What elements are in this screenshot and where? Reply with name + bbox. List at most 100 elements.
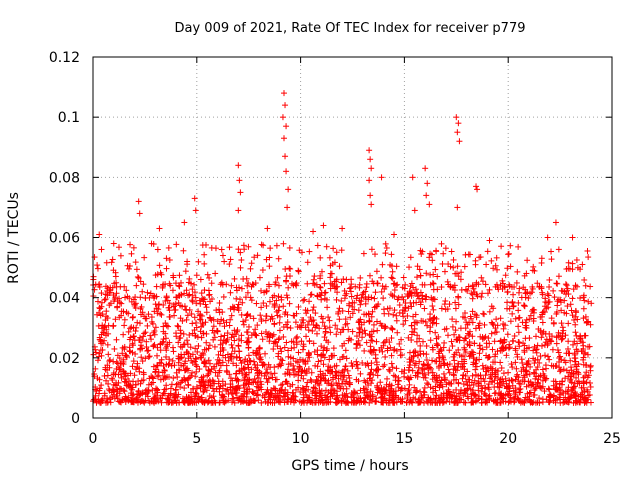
data-point	[127, 325, 134, 332]
data-point	[165, 323, 172, 330]
data-point	[585, 372, 592, 379]
data-point	[485, 335, 492, 342]
data-point	[103, 259, 110, 266]
data-point-outlier	[544, 234, 551, 241]
data-point	[486, 286, 493, 293]
data-point	[129, 363, 136, 370]
data-point	[485, 386, 492, 393]
data-point	[348, 360, 355, 367]
data-point	[459, 375, 466, 382]
data-point	[438, 284, 445, 291]
data-point	[553, 309, 560, 316]
data-point	[580, 379, 587, 386]
data-point	[303, 333, 310, 340]
data-point	[295, 377, 302, 384]
data-point	[519, 359, 526, 366]
data-point	[522, 294, 529, 301]
data-point	[509, 364, 516, 371]
data-point	[367, 388, 374, 395]
data-point	[91, 254, 98, 261]
data-point	[581, 332, 588, 339]
data-point	[327, 270, 334, 277]
data-point	[104, 372, 111, 379]
data-point	[333, 331, 340, 338]
data-point	[253, 300, 260, 307]
data-point	[377, 379, 384, 386]
data-point	[336, 305, 343, 312]
data-point	[139, 288, 146, 295]
data-point	[530, 347, 537, 354]
data-point	[390, 388, 397, 395]
data-point	[306, 318, 313, 325]
data-point	[183, 287, 190, 294]
data-point	[426, 254, 433, 261]
data-point	[541, 352, 548, 359]
data-point	[330, 345, 337, 352]
data-point	[587, 379, 594, 386]
data-point	[151, 308, 158, 315]
data-point	[373, 361, 380, 368]
data-point	[288, 345, 295, 352]
data-point	[130, 244, 137, 251]
data-point	[125, 265, 132, 272]
data-point	[176, 283, 183, 290]
data-point	[240, 318, 247, 325]
data-point	[565, 338, 572, 345]
data-point	[133, 282, 140, 289]
data-point	[142, 294, 149, 301]
data-point-outlier	[455, 120, 462, 127]
data-point	[373, 338, 380, 345]
data-point	[388, 360, 395, 367]
data-point	[264, 333, 271, 340]
data-point	[446, 347, 453, 354]
data-point	[245, 369, 252, 376]
data-point	[434, 342, 441, 349]
data-point	[242, 317, 249, 324]
data-point-outlier	[453, 114, 460, 121]
data-point	[421, 384, 428, 391]
data-point	[481, 321, 488, 328]
data-point	[384, 375, 391, 382]
data-point	[94, 265, 101, 272]
data-point	[198, 334, 205, 341]
data-point	[462, 286, 469, 293]
data-point	[383, 244, 390, 251]
data-point	[192, 345, 199, 352]
data-point	[580, 342, 587, 349]
data-point	[197, 300, 204, 307]
data-point	[333, 362, 340, 369]
data-point	[504, 305, 511, 312]
data-point	[554, 280, 561, 287]
data-point	[374, 372, 381, 379]
data-point	[259, 267, 266, 274]
data-point	[587, 283, 594, 290]
data-point	[505, 369, 512, 376]
data-point	[141, 330, 148, 337]
data-point-outlier	[156, 225, 163, 232]
data-point	[290, 367, 297, 374]
data-point	[248, 297, 255, 304]
data-point	[569, 312, 576, 319]
data-point	[400, 321, 407, 328]
data-point	[407, 254, 414, 261]
data-point	[520, 302, 527, 309]
data-point	[450, 264, 457, 271]
data-point	[582, 282, 589, 289]
data-point	[449, 316, 456, 323]
data-point	[461, 263, 468, 270]
data-point	[464, 368, 471, 375]
data-point	[188, 372, 195, 379]
data-point	[323, 243, 330, 250]
data-point	[549, 333, 556, 340]
data-point	[485, 381, 492, 388]
data-point	[286, 265, 293, 272]
data-point	[294, 333, 301, 340]
data-point	[236, 396, 243, 403]
data-point	[396, 309, 403, 316]
data-point-outlier	[136, 210, 143, 217]
data-point	[121, 322, 128, 329]
data-point	[538, 255, 545, 262]
data-point	[422, 318, 429, 325]
data-point	[488, 330, 495, 337]
data-point	[516, 285, 523, 292]
